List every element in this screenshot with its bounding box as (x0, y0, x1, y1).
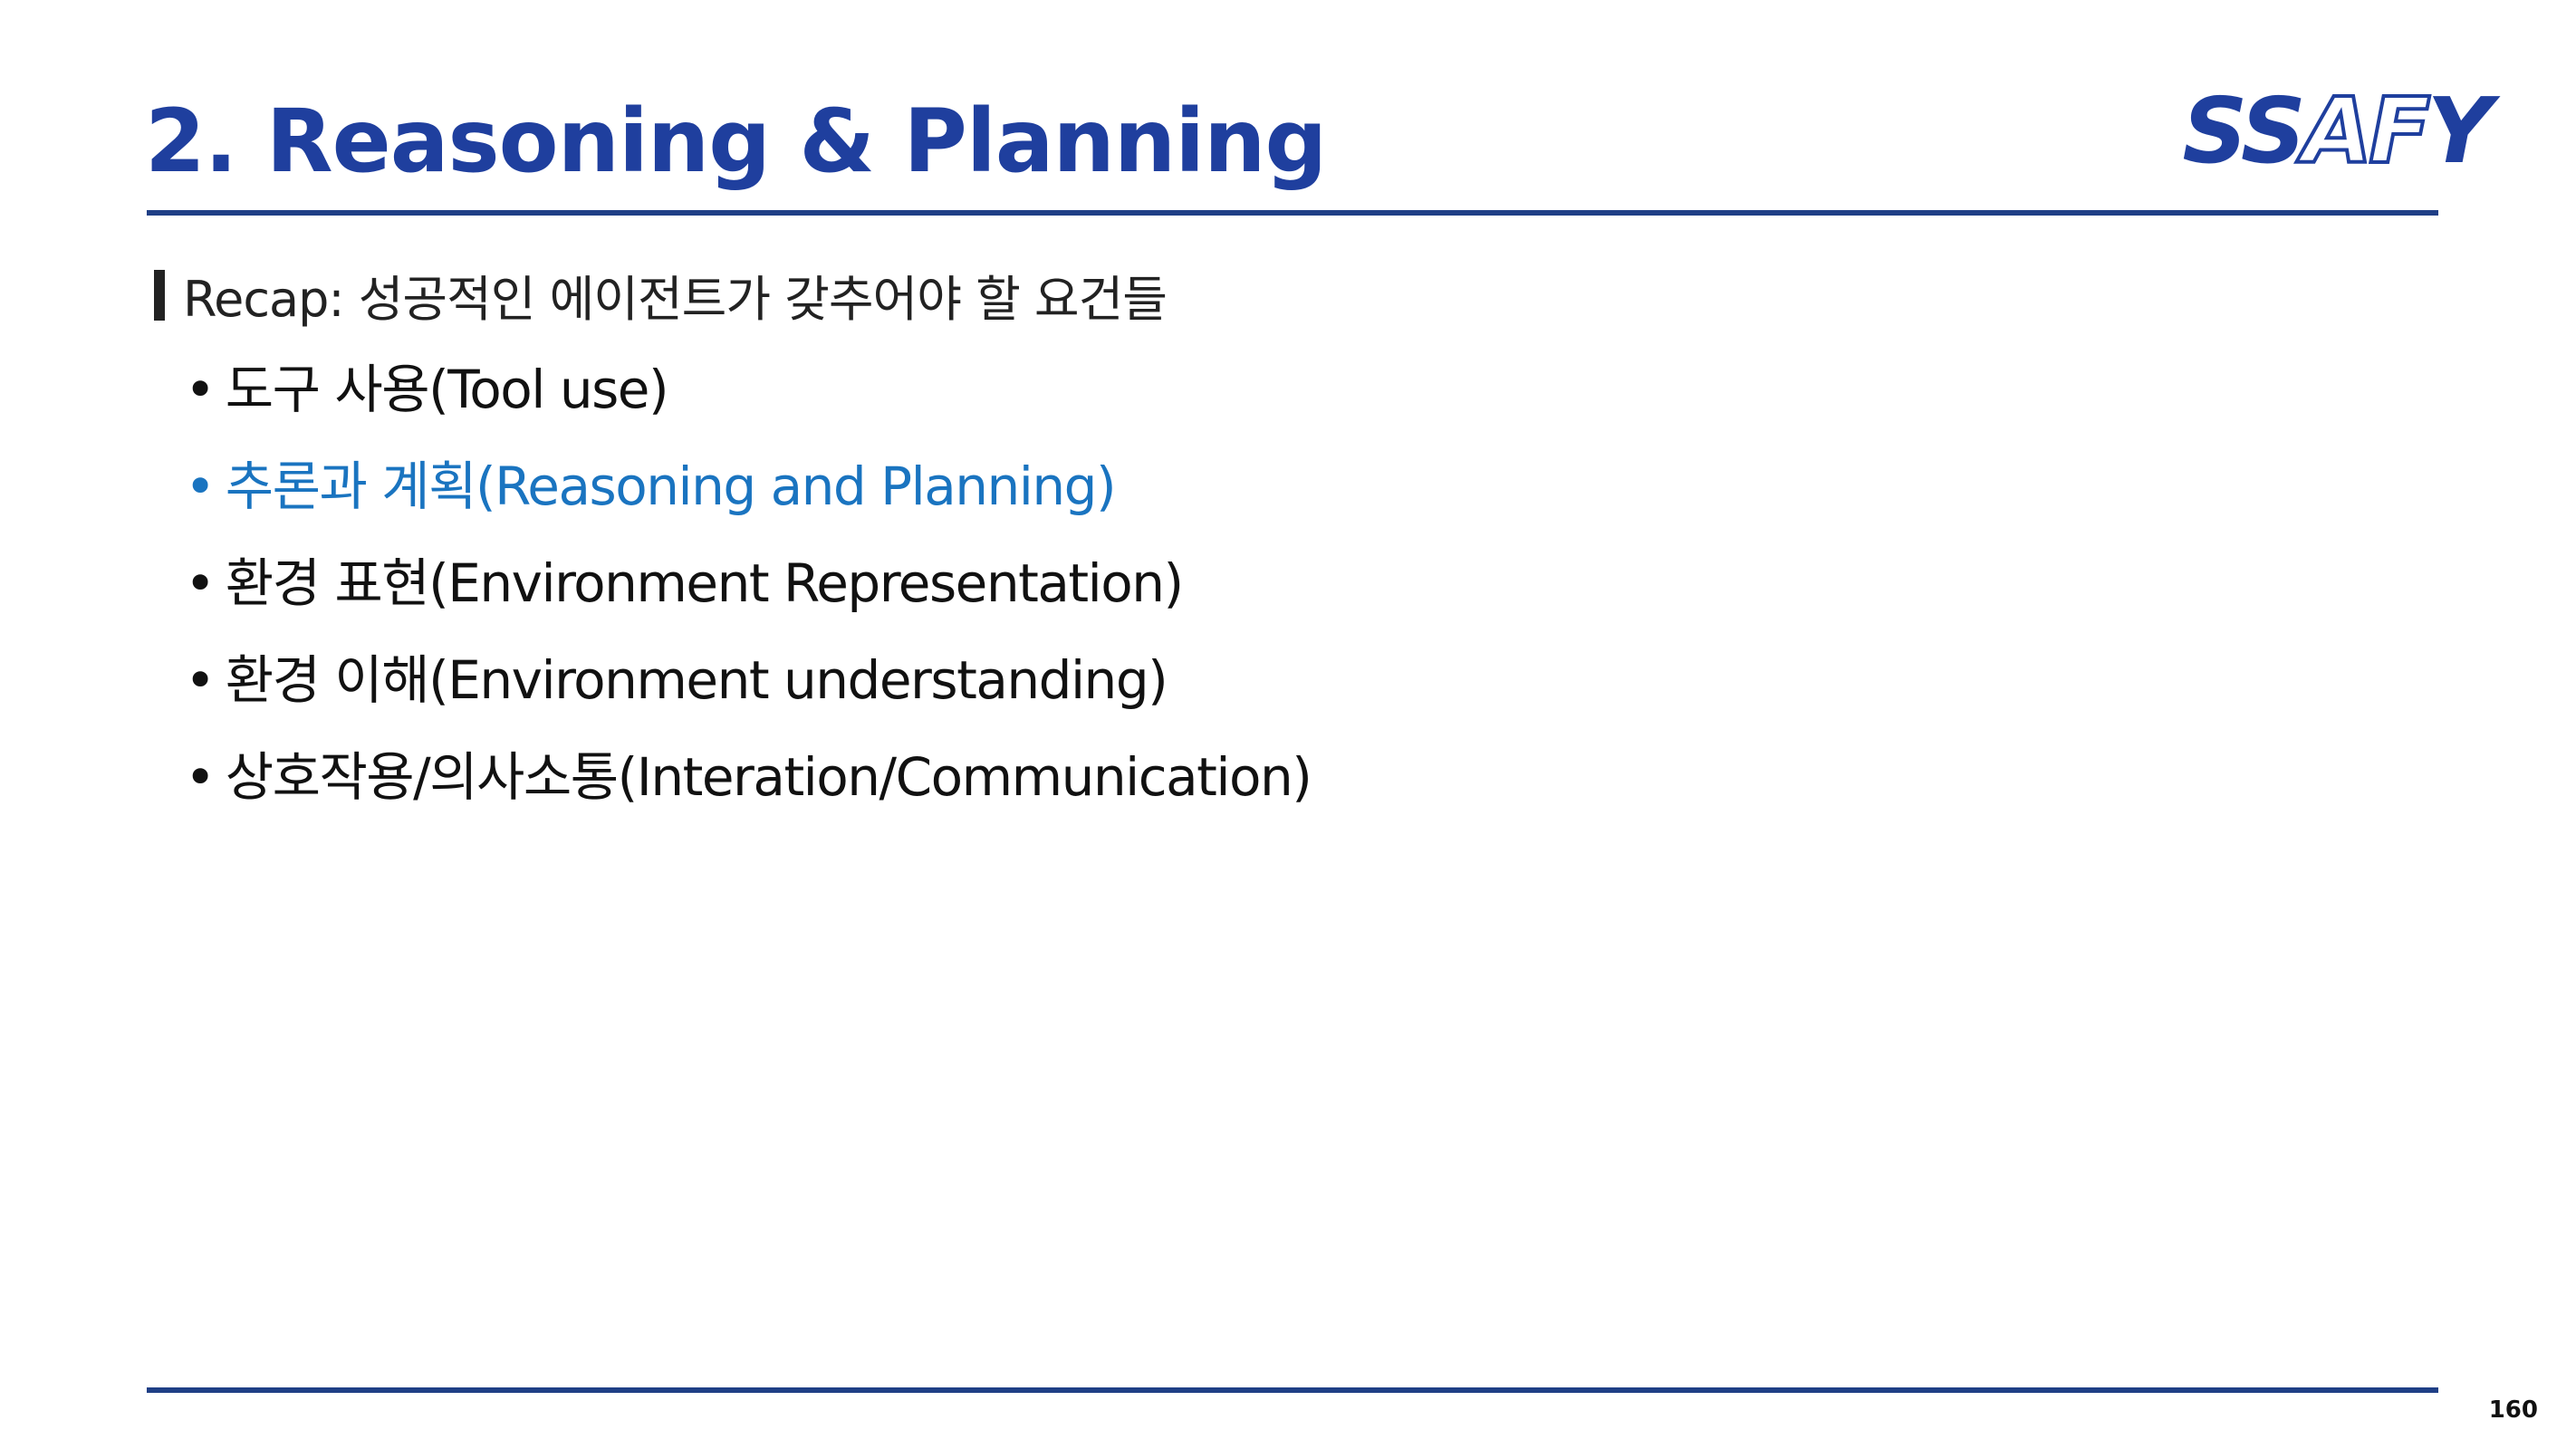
top-divider (147, 210, 2438, 216)
bullet-dot: • (185, 552, 216, 614)
slide-title: 2. Reasoning & Planning (145, 91, 1327, 192)
list-item-text: 상호작용/의사소통(Interation/Communication) (225, 746, 1312, 808)
logo-text-part-2: AF (2301, 76, 2433, 186)
list-item: • 도구 사용(Tool use) (185, 353, 1311, 450)
list-item: • 상호작용/의사소통(Interation/Communication) (185, 741, 1312, 838)
heading-bar-marker (154, 269, 165, 321)
bottom-divider (147, 1387, 2438, 1393)
bullet-dot: • (185, 649, 216, 711)
list-item-text: 환경 표현(Environment Representation) (225, 552, 1184, 614)
requirements-list: • 도구 사용(Tool use) • 추론과 계획(Reasoning and P… (185, 353, 1312, 838)
bullet-dot: • (185, 359, 216, 420)
logo-text-part-1: SS (2182, 78, 2305, 184)
list-item-text: 환경 이해(Environment understanding) (225, 649, 1168, 711)
logo-text-part-3: Y (2427, 78, 2493, 184)
bullet-dot: • (185, 746, 216, 808)
list-item-text: 추론과 계획(Reasoning and Planning) (225, 456, 1117, 517)
recap-heading-text: Recap: 성공적인 에이전트가 갖추어야 할 요건들 (183, 271, 1168, 328)
list-item-highlighted: • 추론과 계획(Reasoning and Planning) (185, 450, 1311, 547)
ssafy-logo: SSAFY (2182, 76, 2493, 186)
bullet-dot: • (185, 456, 216, 517)
recap-heading: Recap: 성공적인 에이전트가 갖추어야 할 요건들 (154, 259, 1168, 331)
page-number: 160 (2488, 1396, 2538, 1424)
list-item-text: 도구 사용(Tool use) (225, 359, 669, 420)
list-item: • 환경 이해(Environment understanding) (185, 644, 1311, 741)
list-item: • 환경 표현(Environment Representation) (185, 547, 1311, 644)
